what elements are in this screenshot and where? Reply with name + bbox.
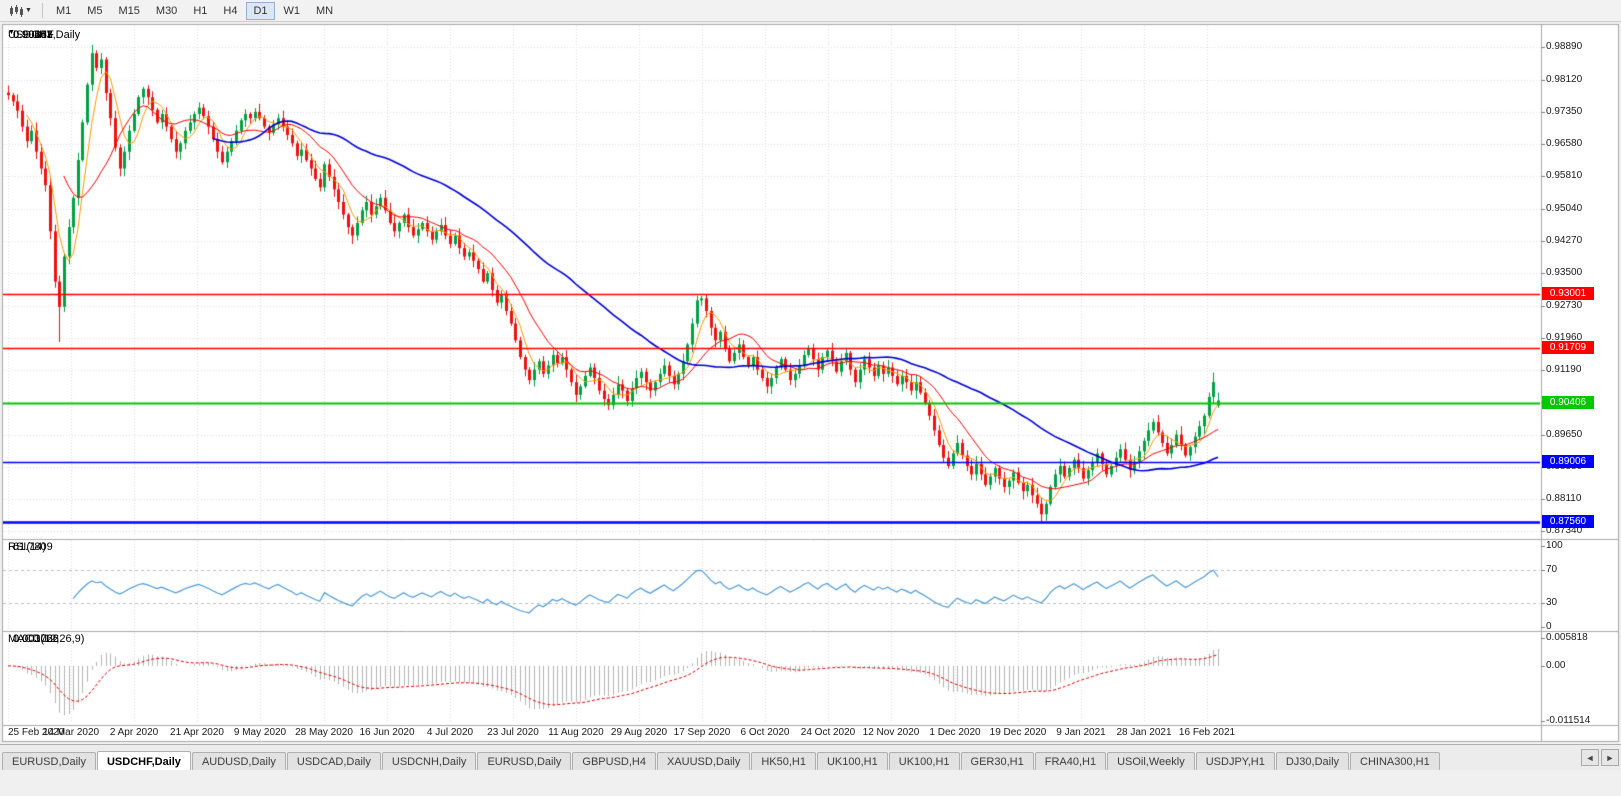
price-axis-label: 0.89650 xyxy=(1546,429,1583,440)
chart-tab-eurusd-daily[interactable]: EURUSD,Daily xyxy=(2,752,96,770)
tab-scroll-right-button[interactable]: ► xyxy=(1601,749,1619,766)
date-axis-label: 17 Sep 2020 xyxy=(673,727,731,738)
date-axis-label: 1 Dec 2020 xyxy=(929,727,981,738)
chart-tab-dj30-daily[interactable]: DJ30,Daily xyxy=(1275,752,1350,770)
date-axis-label: 11 Aug 2020 xyxy=(548,727,604,738)
price-level-box: 0.87560 xyxy=(1542,515,1594,528)
date-axis-label: 25 Feb 2020 xyxy=(8,727,65,738)
rsi-axis-label: 70 xyxy=(1546,564,1558,575)
macd-axis-label: 0.00 xyxy=(1546,660,1566,671)
price-axis-label: 0.92730 xyxy=(1546,300,1583,311)
chart-tab-usdchf-daily[interactable]: USDCHF,Daily xyxy=(96,751,191,770)
date-axis-label: 16 Jun 2020 xyxy=(359,727,415,738)
ohlc-low: 0.90287 xyxy=(13,29,53,41)
date-axis-label: 16 Feb 2021 xyxy=(1178,727,1236,738)
date-axis-label: 19 Dec 2020 xyxy=(989,727,1047,738)
price-axis-label: 0.95040 xyxy=(1546,203,1583,214)
chart-tab-usdcnh-daily[interactable]: USDCNH,Daily xyxy=(381,752,477,770)
chart-tab-uk100-h1[interactable]: UK100,H1 xyxy=(816,752,888,770)
date-axis-label: 29 Aug 2020 xyxy=(610,727,668,738)
tab-scroll-arrows: ◄ ► xyxy=(1581,749,1619,766)
price-level-box: 0.90406 xyxy=(1542,396,1594,409)
timeframe-d1[interactable]: D1 xyxy=(246,1,275,20)
date-axis-label: 21 Apr 2020 xyxy=(170,727,224,738)
macd-axis-label: 0.005818 xyxy=(1546,632,1588,643)
chevron-down-icon: ▼ xyxy=(25,7,32,14)
price-axis-label: 0.93500 xyxy=(1546,267,1583,278)
date-axis-label: 12 Nov 2020 xyxy=(862,727,920,738)
macd-signal-value: 0.001722 xyxy=(13,633,59,645)
timeframe-m5[interactable]: M5 xyxy=(80,2,109,20)
date-axis-label: 6 Oct 2020 xyxy=(740,727,790,738)
price-level-box: 0.89006 xyxy=(1542,455,1594,468)
chart-tab-fra40-h1[interactable]: FRA40,H1 xyxy=(1034,752,1107,770)
date-axis-label: 14 Mar 2020 xyxy=(42,727,100,738)
chart-tab-usoil-weekly[interactable]: USOil,Weekly xyxy=(1107,752,1195,770)
price-axis-label: 0.91960 xyxy=(1546,332,1583,343)
price-axis-label: 0.95810 xyxy=(1546,170,1583,181)
ohlc-high: 0.90653 xyxy=(13,29,53,41)
timeframe-m15[interactable]: M15 xyxy=(112,2,147,20)
date-axis-label: 9 May 2020 xyxy=(233,727,287,738)
timeframe-h4[interactable]: H4 xyxy=(216,2,244,20)
toolbar-separator xyxy=(41,3,43,18)
macd-axis-label: -0.011514 xyxy=(1546,715,1591,726)
date-axis-label: 28 May 2020 xyxy=(295,727,353,738)
timeframe-m30[interactable]: M30 xyxy=(149,2,184,20)
chart-tab-bar: EURUSD,Daily USDCHF,Daily AUDUSD,Daily USDC… xyxy=(0,744,1621,770)
timeframe-w1[interactable]: W1 xyxy=(277,2,308,20)
price-axis-label: 0.88110 xyxy=(1546,493,1582,504)
rsi-value: 61.7809 xyxy=(13,541,53,553)
rsi-axis-label: 100 xyxy=(1546,540,1563,551)
chart-type-button[interactable]: ▼ xyxy=(4,3,37,19)
macd-label: MACD(12,26,9) xyxy=(8,633,85,645)
candlestick-chart-icon xyxy=(10,4,23,17)
tab-scroll-left-button[interactable]: ◄ xyxy=(1581,749,1599,766)
price-axis-label: 0.97350 xyxy=(1546,106,1583,117)
rsi-label: RSI(14) xyxy=(8,541,46,553)
ohlc-open: 0.90341 xyxy=(13,29,53,41)
chart-tab-gbpusd-h4[interactable]: GBPUSD,H4 xyxy=(572,752,656,770)
macd-main-value: 0.003066 xyxy=(13,633,59,645)
date-axis-label: 2 Apr 2020 xyxy=(109,727,159,738)
date-axis-label: 23 Jul 2020 xyxy=(487,727,539,738)
chart-tab-uk100-h1[interactable]: UK100,H1 xyxy=(888,752,960,770)
price-axis-label: 0.91190 xyxy=(1546,364,1582,375)
chart-tab-china300-h1[interactable]: CHINA300,H1 xyxy=(1350,752,1440,770)
rsi-axis-label: 0 xyxy=(1546,621,1552,632)
price-axis-label: 0.94270 xyxy=(1546,235,1583,246)
date-axis-label: 4 Jul 2020 xyxy=(426,727,474,738)
chart-tab-eurusd-daily[interactable]: EURUSD,Daily xyxy=(477,752,572,770)
chart-tab-ger30-h1[interactable]: GER30,H1 xyxy=(960,752,1034,770)
price-axis-label: 0.96580 xyxy=(1546,138,1583,149)
chart-tab-hk50-h1[interactable]: HK50,H1 xyxy=(751,752,816,770)
rsi-axis-label: 30 xyxy=(1546,597,1558,608)
price-axis-label: 0.87340 xyxy=(1546,525,1583,536)
date-axis-label: 9 Jan 2021 xyxy=(1056,727,1106,738)
chart-tab-usdjpy-h1[interactable]: USDJPY,H1 xyxy=(1195,752,1275,770)
timeframe-buttons: M1 M5 M15 M30 H1 H4 D1 W1 MN xyxy=(48,1,341,20)
chart-tab-audusd-daily[interactable]: AUDUSD,Daily xyxy=(191,752,286,770)
date-axis-label: 28 Jan 2021 xyxy=(1116,727,1172,738)
chart-tab-usdcad-daily[interactable]: USDCAD,Daily xyxy=(286,752,381,770)
chart-title-symbol: USDCHF,Daily xyxy=(8,29,81,41)
price-level-box: 0.91709 xyxy=(1542,341,1594,354)
timeframe-mn[interactable]: MN xyxy=(309,2,340,20)
chart-tabs: EURUSD,Daily USDCHF,Daily AUDUSD,Daily USDC… xyxy=(2,751,1441,770)
symbol-marker-icon: ▼ xyxy=(8,29,15,36)
chart-tab-xauusd-daily[interactable]: XAUUSD,Daily xyxy=(656,752,751,770)
price-axis-label: 0.98890 xyxy=(1546,41,1583,52)
ohlc-close: 0.90461 xyxy=(13,29,53,41)
timeframe-m1[interactable]: M1 xyxy=(49,2,78,20)
timeframe-toolbar: ▼ M1 M5 M15 M30 H1 H4 D1 W1 MN xyxy=(0,0,1621,22)
price-level-box: 0.93001 xyxy=(1542,287,1594,300)
price-axis-label: 0.98120 xyxy=(1546,74,1583,85)
timeframe-h1[interactable]: H1 xyxy=(186,2,214,20)
date-axis-label: 24 Oct 2020 xyxy=(800,727,856,738)
